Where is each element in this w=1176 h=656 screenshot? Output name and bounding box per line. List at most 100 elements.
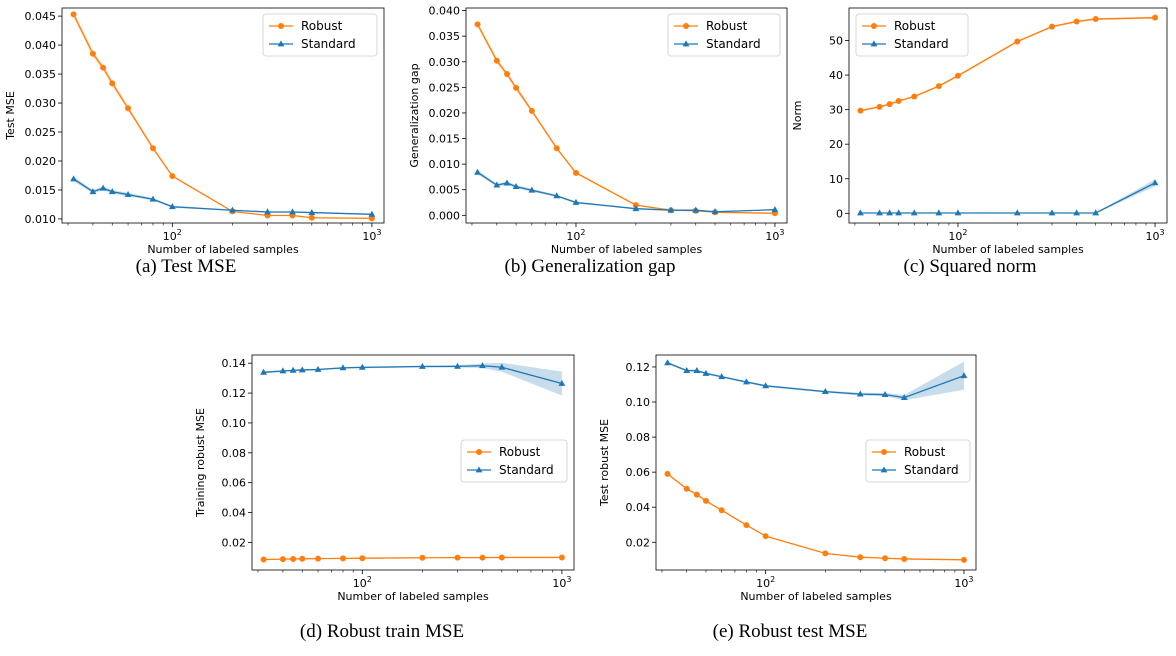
chart-panel-e: 0.02 0.04 0.06 0.08 0.10 0.12 102 103 Number of …	[598, 354, 977, 642]
data-point-standard	[553, 192, 561, 199]
legend-marker	[871, 23, 877, 29]
legend-box	[855, 13, 969, 57]
data-point-robust	[100, 64, 107, 71]
confidence-band-standard	[667, 361, 964, 401]
chart-panel-d: 0.02 0.04 0.06 0.08 0.10 0.12 0.14 102 103 Number…	[194, 354, 575, 642]
y-tick-label: 0.10	[626, 396, 651, 409]
y-tick-label: 0.06	[222, 477, 247, 490]
legend-label: Standard	[706, 37, 761, 51]
data-point-robust	[368, 215, 375, 222]
y-tick-label: 30	[829, 104, 843, 117]
data-point-standard	[692, 206, 700, 213]
data-point-standard	[289, 366, 297, 373]
legend-marker	[476, 449, 482, 455]
data-point-robust	[857, 554, 864, 561]
x-tick-label: 103	[765, 228, 784, 243]
confidence-band-standard	[477, 170, 775, 213]
y-tick-label: 0.06	[626, 466, 651, 479]
y-tick-label: 0.08	[222, 447, 247, 460]
legend-label: Robust	[706, 19, 748, 33]
x-axis-label: Number of labeled samples	[551, 243, 703, 256]
y-tick-label: 0.10	[222, 417, 247, 430]
data-point-standard	[743, 378, 750, 385]
data-point-robust	[419, 554, 426, 561]
legend-marker	[277, 40, 285, 47]
y-tick-label: 0.005	[429, 184, 461, 197]
y-tick-label: 0.045	[25, 10, 57, 23]
series-standard	[857, 179, 1159, 216]
x-tick-label: 103	[362, 228, 381, 243]
legend-label: Standard	[301, 37, 356, 51]
y-tick-label: 0.04	[222, 507, 247, 520]
legend-box	[865, 439, 971, 483]
subfigure-caption: (d) Robust train MSE	[300, 621, 464, 642]
data-point-robust	[960, 556, 967, 563]
data-point-standard	[289, 208, 296, 215]
data-point-standard	[856, 390, 864, 397]
data-point-robust	[359, 555, 366, 562]
x-tick-label: 103	[552, 575, 571, 590]
data-point-standard	[108, 188, 116, 195]
x-axis-label: Number of labeled samples	[147, 243, 299, 256]
data-point-standard	[454, 362, 461, 369]
confidence-band-robust	[667, 473, 964, 561]
y-tick-label: 0.025	[429, 81, 461, 94]
x-axis-label: Number of labeled samples	[337, 590, 489, 603]
data-point-standard	[149, 195, 157, 202]
data-point-standard	[632, 205, 640, 212]
data-point-standard	[99, 184, 107, 191]
y-tick-label: 0.12	[222, 387, 247, 400]
x-tick-label: 103	[954, 575, 973, 590]
data-point-standard	[693, 367, 701, 374]
y-tick-label: 0.04	[626, 501, 651, 514]
data-point-standard	[474, 168, 481, 175]
plot-frame	[61, 7, 385, 224]
series-standard	[664, 359, 968, 401]
y-tick-label: 0.040	[429, 5, 461, 18]
data-point-robust	[479, 554, 486, 561]
y-axis-label: Norm	[791, 100, 804, 130]
legend-marker	[870, 40, 878, 47]
y-tick-label: 0.02	[222, 536, 247, 549]
data-point-standard	[886, 209, 894, 216]
data-point-robust	[498, 554, 505, 561]
y-tick-label: 40	[829, 69, 843, 82]
data-point-robust	[528, 107, 535, 114]
legend-label: Robust	[904, 445, 946, 459]
data-point-robust	[886, 101, 893, 108]
data-point-standard	[1048, 209, 1056, 216]
legend-marker	[683, 23, 689, 29]
y-tick-label: 0.035	[25, 68, 57, 81]
data-point-robust	[339, 555, 346, 562]
y-tick-label: 0.02	[626, 536, 651, 549]
x-tick-label: 102	[948, 228, 967, 243]
y-axis-label: Test robust MSE	[598, 419, 611, 507]
data-point-standard	[558, 379, 566, 386]
data-point-standard	[1073, 209, 1081, 216]
y-tick-label: 50	[829, 34, 843, 47]
confidence-band-standard	[860, 179, 1156, 214]
data-point-standard	[910, 209, 918, 216]
data-point-robust	[279, 556, 286, 563]
data-point-robust	[89, 50, 96, 57]
data-point-standard	[954, 209, 962, 216]
data-point-robust	[702, 497, 709, 504]
data-point-robust	[911, 93, 918, 100]
y-tick-label: 0.010	[429, 158, 461, 171]
plot-frame	[848, 7, 1168, 224]
plot-frame	[251, 354, 575, 571]
y-tick-label: 0.010	[25, 213, 57, 226]
y-tick-label: 0.020	[429, 107, 461, 120]
data-point-standard	[503, 179, 511, 186]
data-point-robust	[693, 491, 700, 498]
y-tick-label: 0.015	[25, 184, 57, 197]
data-point-robust	[822, 550, 829, 557]
legend-label: Robust	[301, 19, 343, 33]
legend-box	[460, 439, 568, 483]
data-point-robust	[299, 555, 306, 562]
data-point-standard	[1013, 209, 1021, 216]
data-point-robust	[260, 556, 267, 563]
y-tick-label: 0.000	[429, 209, 461, 222]
y-tick-label: 0.035	[429, 30, 461, 43]
y-tick-label: 0	[836, 207, 843, 220]
